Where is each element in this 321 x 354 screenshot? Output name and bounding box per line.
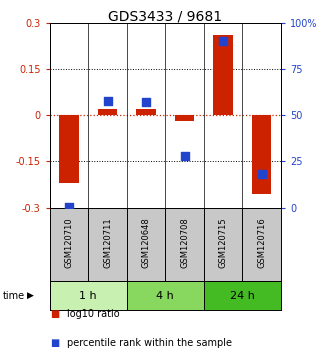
- Point: [221, 39, 226, 44]
- Text: time: time: [3, 291, 25, 301]
- Point: [105, 98, 110, 103]
- Bar: [204, 281, 281, 310]
- Text: 1 h: 1 h: [80, 291, 97, 301]
- Text: 24 h: 24 h: [230, 291, 255, 301]
- Text: GSM120708: GSM120708: [180, 218, 189, 268]
- Bar: [50, 281, 127, 310]
- Text: ■: ■: [50, 309, 59, 319]
- Point: [182, 153, 187, 159]
- Text: GSM120710: GSM120710: [65, 218, 74, 268]
- Text: GSM120715: GSM120715: [219, 218, 228, 268]
- Bar: [136, 109, 156, 115]
- Text: ■: ■: [50, 338, 59, 348]
- Text: GSM120648: GSM120648: [142, 218, 151, 268]
- Text: percentile rank within the sample: percentile rank within the sample: [67, 338, 232, 348]
- Point: [66, 204, 72, 210]
- Text: GSM120711: GSM120711: [103, 218, 112, 268]
- Bar: [213, 35, 233, 115]
- Text: 4 h: 4 h: [156, 291, 174, 301]
- Bar: [252, 115, 271, 194]
- Text: GSM120716: GSM120716: [257, 218, 266, 268]
- Bar: [98, 109, 117, 115]
- Bar: [175, 115, 194, 121]
- Bar: [59, 115, 79, 183]
- Text: ▶: ▶: [27, 291, 34, 300]
- Text: log10 ratio: log10 ratio: [67, 309, 120, 319]
- Point: [143, 99, 149, 105]
- Title: GDS3433 / 9681: GDS3433 / 9681: [108, 9, 222, 23]
- Bar: [127, 281, 204, 310]
- Point: [259, 172, 264, 177]
